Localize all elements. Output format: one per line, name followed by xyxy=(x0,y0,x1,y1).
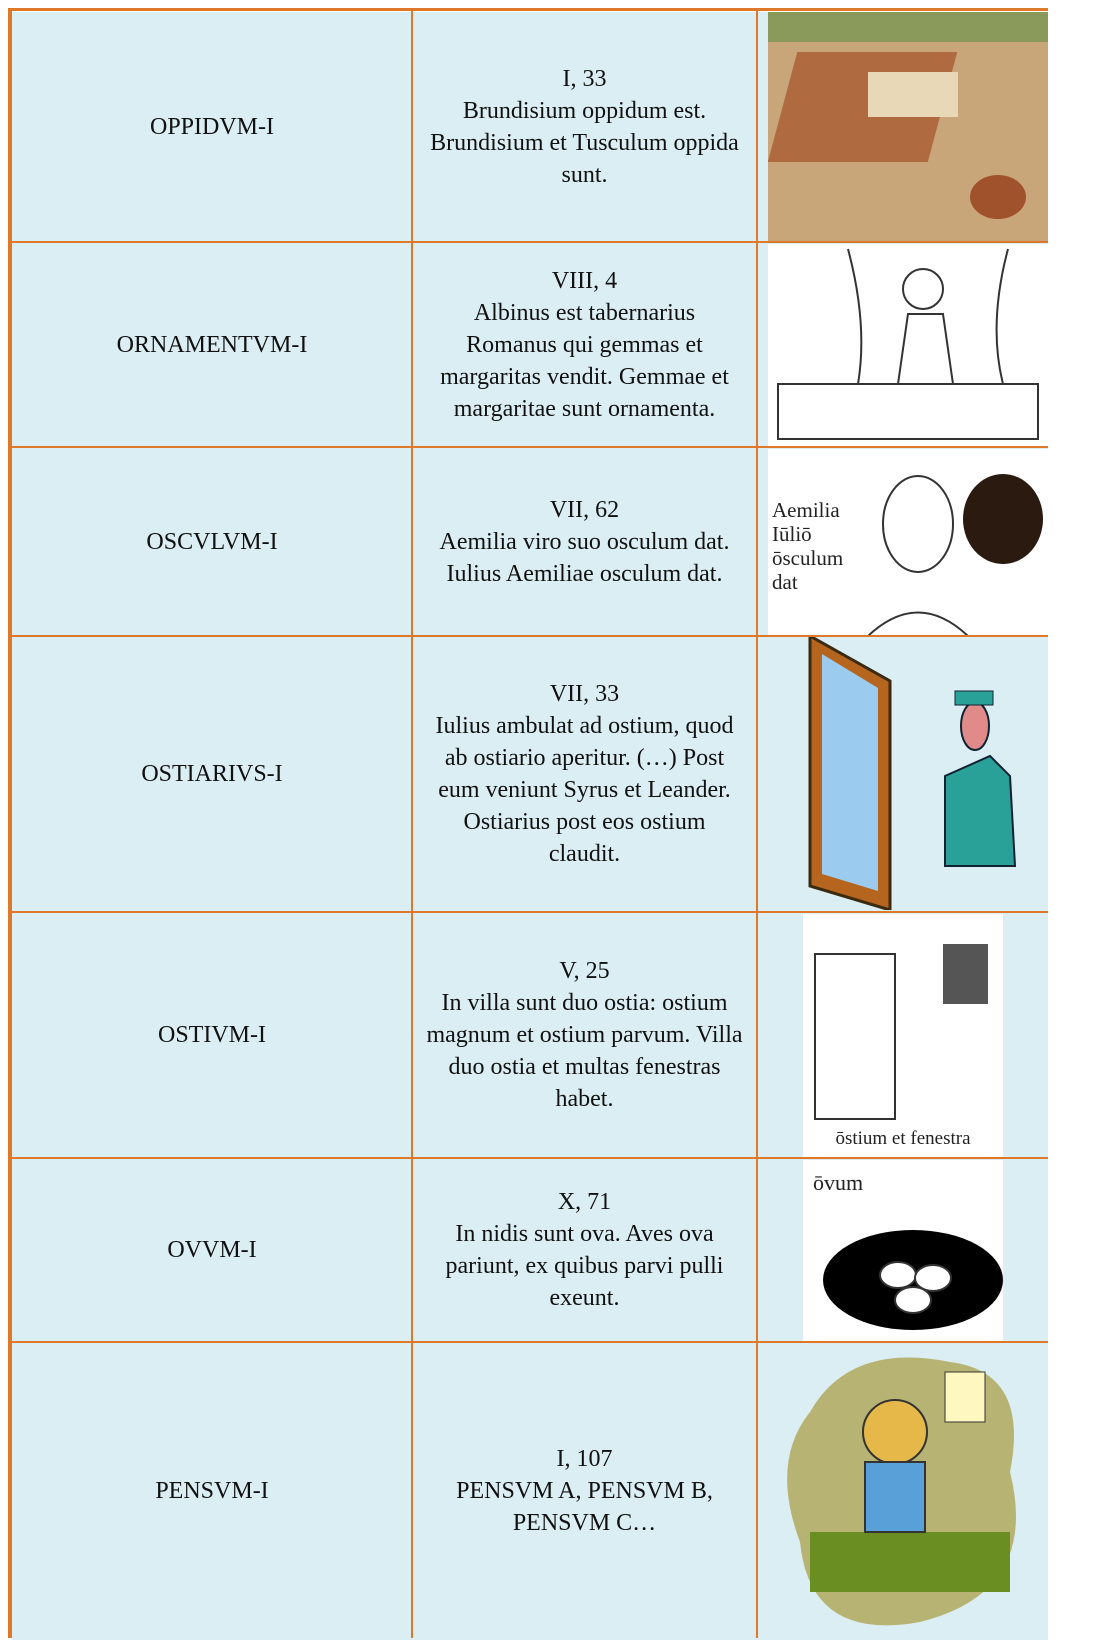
table-border xyxy=(757,635,1048,637)
word-cell: OSTIARIVS-I xyxy=(12,636,412,912)
image-caption: ōstium et fenestra xyxy=(835,1128,971,1149)
amphitheatre xyxy=(970,175,1026,219)
reference: VII, 33 xyxy=(549,681,620,707)
example-text: Albinus est tabernarius Romanus qui gemm… xyxy=(440,299,729,422)
reference: VIII, 4 xyxy=(551,267,618,294)
table-border xyxy=(12,911,757,913)
headword: OSCVLVM-I xyxy=(146,528,278,555)
text-cell: VII, 62 Aemilia viro suo osculum dat. Iul… xyxy=(412,447,757,636)
table-border xyxy=(12,446,757,448)
illustration: ōstium et fenestra xyxy=(803,914,1003,1158)
image-caption: dat xyxy=(772,570,798,594)
reference: I, 33 xyxy=(562,66,607,92)
word-cell: OPPIDVM-I xyxy=(12,12,412,242)
table-border xyxy=(12,635,757,637)
table-border xyxy=(8,8,1048,11)
image-caption: ōsculum xyxy=(772,546,843,570)
illustration xyxy=(768,12,1048,242)
word-cell: OSCVLVM-I xyxy=(12,447,412,636)
illustration: ōvum xyxy=(803,1160,1003,1342)
reference: V, 25 xyxy=(559,958,610,984)
hair xyxy=(963,474,1043,564)
illustration xyxy=(770,636,1048,910)
headword: OSTIARIVS-I xyxy=(141,761,283,787)
table-border xyxy=(757,446,1048,448)
word-cell: ORNAMENTVM-I xyxy=(12,242,412,447)
door xyxy=(814,953,896,1120)
reference: X, 71 xyxy=(557,1189,612,1215)
porter-cap xyxy=(954,690,994,706)
image-caption: ōvum xyxy=(813,1170,863,1195)
forum xyxy=(868,72,958,117)
egg xyxy=(879,1261,917,1289)
word-cell: PENSVM-I xyxy=(12,1342,412,1640)
porter xyxy=(944,754,1017,867)
illustration xyxy=(770,1342,1048,1636)
shopkeeper-head xyxy=(902,268,944,310)
table-border xyxy=(12,1157,757,1159)
example-text: Brundisium oppidum est. Brundisium et Tu… xyxy=(430,98,739,188)
worker-body xyxy=(864,1461,926,1533)
image-caption: Aemilia xyxy=(772,498,840,522)
table-border xyxy=(8,8,12,1638)
window xyxy=(943,944,988,1004)
table-border xyxy=(757,1341,1048,1343)
table-border xyxy=(756,8,758,1638)
text-cell: I, 33 Brundisium oppidum est. Brundisium … xyxy=(412,12,757,242)
word-cell: OSTIVM-I xyxy=(12,912,412,1158)
example-text: Aemilia viro suo osculum dat. Iulius Aem… xyxy=(439,528,730,587)
image-caption: Iūliō xyxy=(772,522,812,546)
shopkeeper-body xyxy=(897,313,954,385)
text-cell: VII, 33 Iulius ambulat ad ostium, quod ab… xyxy=(412,636,757,912)
text-cell: V, 25 In villa sunt duo ostia: ostium mag… xyxy=(412,912,757,1158)
example-text: In villa sunt duo ostia: ostium magnum e… xyxy=(426,990,743,1112)
text-cell: X, 71 In nidis sunt ova. Aves ova pariunt… xyxy=(412,1158,757,1342)
egg xyxy=(914,1264,952,1292)
worker-head xyxy=(862,1399,928,1465)
porter-head xyxy=(960,701,990,751)
example-text: Iulius ambulat ad ostium, quod ab ostiar… xyxy=(435,713,734,867)
face xyxy=(882,475,954,573)
table-border xyxy=(757,241,1048,243)
illustration xyxy=(768,244,1048,447)
egg xyxy=(894,1286,932,1314)
table-border xyxy=(757,1157,1048,1159)
text-cell: VIII, 4 Albinus est tabernarius Romanus q… xyxy=(412,242,757,447)
shoulder xyxy=(867,611,969,636)
headword: PENSVM-I xyxy=(155,1478,269,1504)
curtain xyxy=(847,248,1009,385)
headword: OSTIVM-I xyxy=(158,1022,266,1048)
headword: ORNAMENTVM-I xyxy=(116,331,308,358)
counter xyxy=(777,383,1039,440)
table-border xyxy=(12,241,757,243)
reference: VII, 62 xyxy=(549,496,620,523)
word-cell: OVVM-I xyxy=(12,1158,412,1342)
fields xyxy=(768,12,1048,42)
desk xyxy=(810,1532,1010,1592)
table-border xyxy=(12,1341,757,1343)
papers xyxy=(944,1371,986,1423)
table-border xyxy=(411,8,413,1638)
door-glass xyxy=(822,654,878,891)
example-text: PENSVM A, PENSVM B, PENSVM C… xyxy=(456,1478,713,1536)
text-cell: I, 107 PENSVM A, PENSVM B, PENSVM C… xyxy=(412,1342,757,1640)
headword: OVVM-I xyxy=(167,1237,257,1263)
headword: OPPIDVM-I xyxy=(149,114,274,140)
table-border xyxy=(757,911,1048,913)
reference: I, 107 xyxy=(556,1446,613,1472)
example-text: In nidis sunt ova. Aves ova pariunt, ex … xyxy=(445,1221,724,1311)
